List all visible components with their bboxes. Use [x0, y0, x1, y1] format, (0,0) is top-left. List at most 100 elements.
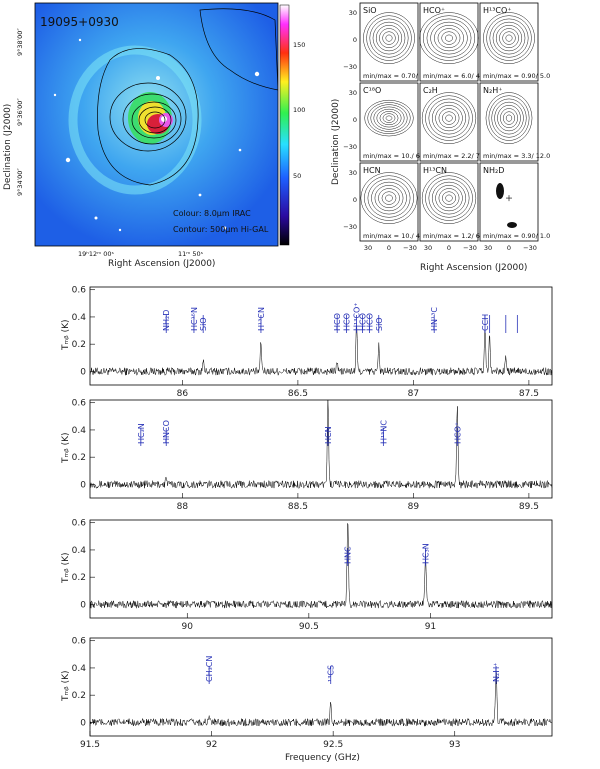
spectrum-panel: 0.6 0.4 0.2 0 90 90.5 91 Tₘᵦ (K) HNC HC₃N — [61, 519, 553, 632]
molecule-label: CCH — [481, 314, 490, 331]
xtick-label: 92.5 — [323, 740, 343, 750]
contour-level — [419, 12, 479, 64]
grid-ytick: −30 — [343, 63, 357, 71]
contour-level — [431, 181, 467, 215]
contour-level — [363, 12, 415, 64]
molecule-label: H¹³CO⁺ — [353, 302, 362, 331]
molecule-label: SiO — [199, 317, 208, 331]
contour-level — [376, 108, 402, 128]
grid-ytick: 0 — [353, 196, 357, 204]
ytick-label: 0.6 — [72, 399, 87, 409]
contours-500um — [97, 8, 278, 186]
xtick-label: 89 — [408, 502, 420, 512]
grid-ytick: 30 — [349, 89, 357, 97]
contour-level — [425, 95, 473, 141]
panel-molecule-label: HCO⁺ — [423, 6, 445, 15]
contour-panel: N₂H⁺ min/max = 3.3/ 12.0 — [479, 82, 550, 162]
map-title: 19095+0930 — [40, 15, 119, 29]
xtick-label: 87.5 — [519, 389, 539, 399]
contour-level — [497, 105, 521, 132]
contour-panel: C¹⁸O min/max = 10./ 61. 30 0 −30 — [343, 82, 426, 162]
contour-level — [425, 175, 473, 221]
panel-frame — [479, 82, 539, 162]
contour-level — [441, 31, 457, 45]
spectrum-trace — [89, 325, 553, 377]
spectrum-trace — [89, 523, 553, 609]
contour-level — [485, 92, 533, 144]
map-xtick: 19ʰ12ᵐ 00ˢ — [78, 250, 115, 258]
stars — [53, 38, 260, 232]
panel-frame — [419, 162, 479, 242]
spectrum-trace — [89, 667, 553, 728]
ytick-label: 0.4 — [72, 546, 87, 556]
contour-level — [381, 191, 397, 205]
molecule-label: CH₃CN — [205, 656, 214, 682]
xtick-label: 90.5 — [299, 622, 319, 632]
xtick-label: 90 — [182, 622, 194, 632]
contour-panel: HCO⁺ min/max = 6.0/ 41.9 — [419, 2, 490, 82]
xtick-label: 91.5 — [80, 740, 100, 750]
map-ytick: 9°36′00″ — [16, 98, 24, 126]
contour-level — [430, 21, 468, 55]
grid-xtick: 30 — [424, 244, 432, 252]
contour-level — [364, 99, 414, 137]
contour-panel: H¹³CN min/max = 1.2/ 6. 30 0 −30 — [419, 162, 482, 252]
ytick-label: 0.2 — [72, 453, 86, 463]
grid-xtick: 30 — [364, 244, 372, 252]
contour-level — [379, 28, 399, 48]
molecule-label: H¹³CN — [257, 307, 266, 331]
contour-level — [385, 115, 393, 121]
grid-ytick: 0 — [353, 116, 357, 124]
contour-level — [382, 31, 396, 45]
contour-panel: H¹³CO⁺ min/max = 0.90/ 5.0 — [479, 2, 550, 82]
panel-minmax-label: min/max = 1.2/ 6. — [423, 232, 482, 240]
caption-contour: Contour: 500μm Hi-GAL — [173, 225, 269, 234]
contour-blob — [496, 183, 504, 199]
contour-level — [437, 28, 461, 48]
molecule-label: HCO — [333, 313, 342, 331]
contour-level — [499, 28, 519, 48]
xtick-label: 86 — [177, 389, 189, 399]
molecule-label: N₂H⁺ — [492, 663, 501, 682]
grid-xtick: 0 — [387, 244, 391, 252]
contour-level — [505, 34, 513, 42]
contour-level — [445, 114, 453, 122]
spectrum-frame — [89, 286, 553, 386]
xtick-label: 88 — [177, 502, 189, 512]
ytick-label: 0.2 — [72, 691, 86, 701]
molecule-contour-grid: Right Ascension (J2000) Declination (J20… — [331, 2, 550, 273]
contour-level — [489, 18, 529, 58]
contour-level — [486, 15, 532, 61]
panel-frame — [419, 2, 479, 82]
spectrum-frame — [89, 519, 553, 619]
spectrum-ylabel: Tₘᵦ (K) — [61, 432, 71, 464]
contour-panel: NH₂D min/max = 0.90/ 1.0 30 0 −30 — [479, 162, 550, 252]
contour-level — [382, 113, 396, 123]
contour-level — [367, 102, 411, 135]
contour-level — [379, 111, 399, 126]
xtick-label: 86.5 — [288, 389, 308, 399]
ytick-label: 0.4 — [72, 426, 87, 436]
xtick-label: 91 — [425, 622, 436, 632]
grid-xtick: 30 — [484, 244, 492, 252]
grid-ytick: 30 — [349, 9, 357, 17]
molecule-label: HCO — [359, 313, 368, 331]
contour-level — [438, 188, 460, 208]
contour-level — [503, 111, 515, 125]
core-white — [161, 116, 167, 122]
panel-molecule-label: H¹³CN — [423, 166, 447, 175]
panel-minmax-label: min/max = 0.90/ 5.0 — [483, 72, 550, 80]
molecule-label: HCO — [366, 313, 375, 331]
contour-panel: SiO min/max = 0.70/ 4.3 30 0 −30 — [343, 2, 430, 82]
bubble-shell — [68, 45, 202, 195]
map-ylabel: Declination (J2000) — [3, 104, 13, 190]
xtick-label: 89.5 — [519, 502, 539, 512]
contour-level — [372, 21, 406, 55]
panel-molecule-label: N₂H⁺ — [483, 86, 502, 95]
colorbar — [279, 4, 290, 246]
contour-level — [488, 95, 530, 141]
grid-ytick: −30 — [343, 223, 357, 231]
xtick-label: 88.5 — [288, 502, 308, 512]
molecule-label: HC₃N — [137, 423, 146, 444]
